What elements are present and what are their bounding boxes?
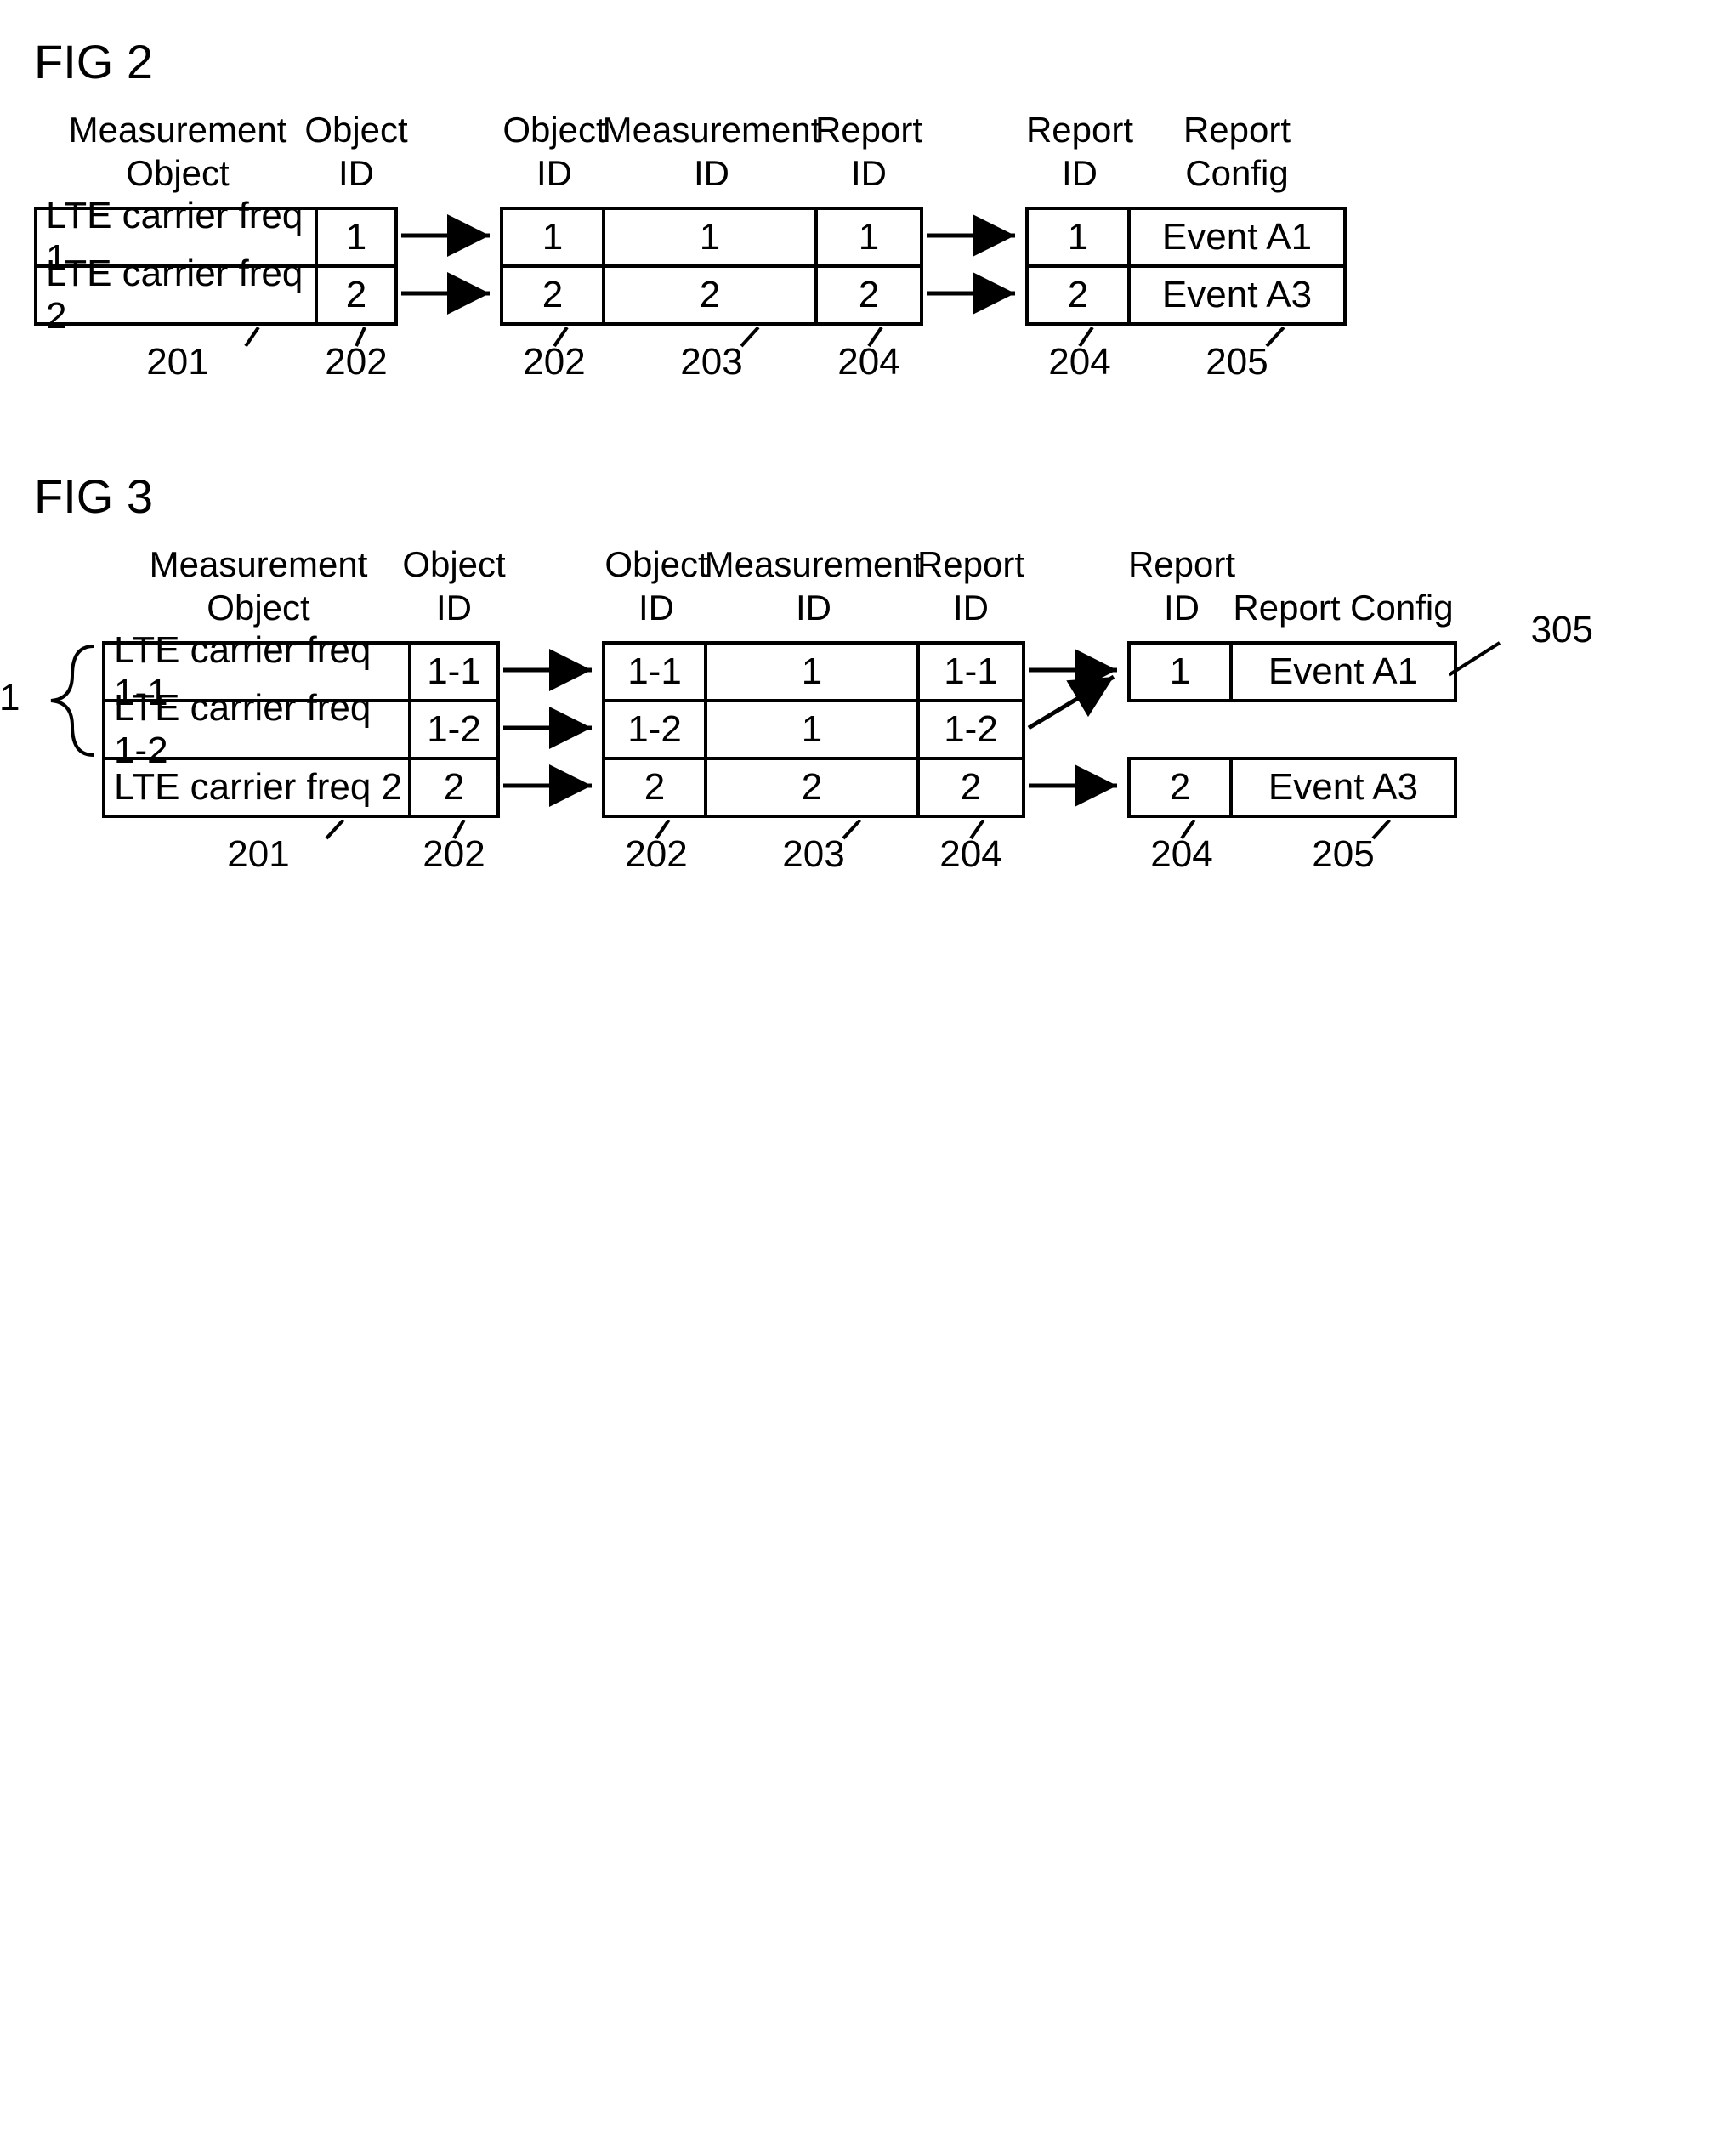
header-report-config: Report Config	[1233, 587, 1454, 634]
ref-label: 201	[105, 833, 411, 876]
cell: Event A1	[1131, 210, 1343, 264]
cell: 1	[1029, 210, 1131, 264]
ref-label: 205	[1233, 833, 1454, 876]
ref-label: 203	[605, 341, 818, 383]
cell: 1-1	[411, 645, 496, 699]
brace-icon	[43, 641, 102, 760]
cell: 1-2	[920, 702, 1022, 757]
fig3-table3b: 2 Event A3	[1127, 757, 1457, 818]
cell: 2	[1131, 760, 1233, 815]
header-report-id: Report ID	[1131, 543, 1233, 634]
ref-label: 202	[605, 833, 707, 876]
fig3-title: FIG 3	[34, 469, 1702, 524]
header-measurement-id: Measurement ID	[707, 543, 920, 634]
cell: 1	[707, 702, 920, 757]
figure-3: FIG 3 301 Measurement Object Object ID L…	[34, 469, 1702, 876]
cell: 1-2	[411, 702, 496, 757]
cell: 1-2	[605, 702, 707, 757]
header-object-id: Object ID	[503, 109, 605, 200]
fig3-diagram: 301 Measurement Object Object ID LTE car…	[102, 541, 1675, 876]
cell: 1	[707, 645, 920, 699]
gap	[1025, 541, 1127, 821]
cell: Event A3	[1233, 760, 1454, 815]
ref-label: 202	[503, 341, 605, 383]
fig2-table1: Measurement Object Object ID LTE carrier…	[34, 106, 398, 383]
ref-label: 204	[920, 833, 1022, 876]
ref-label: 202	[411, 833, 496, 876]
side-label: 305	[1531, 609, 1593, 651]
header-report-id: Report ID	[920, 543, 1022, 634]
ref-label: 204	[1029, 341, 1131, 383]
fig3-table3: Report ID Report Config 1 Event A1 2 Eve…	[1127, 541, 1457, 876]
cell: 2	[920, 760, 1022, 815]
header-measurement-object: Measurement Object	[105, 543, 411, 634]
cell: Event A3	[1131, 268, 1343, 322]
cell: Event A1	[1233, 645, 1454, 699]
ref-label: 201	[37, 341, 318, 383]
ref-label: 204	[1131, 833, 1233, 876]
ref-label: 203	[707, 833, 920, 876]
ref-label: 205	[1131, 341, 1343, 383]
cell: 1-1	[920, 645, 1022, 699]
fig3-table2: Object ID Measurement ID Report ID 1-1 1…	[602, 541, 1025, 876]
ref-label: 202	[318, 341, 394, 383]
header-report-id: Report ID	[1029, 109, 1131, 200]
gap	[500, 541, 602, 821]
header-report-config: Report Config	[1131, 109, 1343, 200]
figure-2: FIG 2 Measurement Object Object ID LTE c…	[34, 34, 1702, 383]
fig2-table3: Report ID Report Config 1 Event A1 2 Eve…	[1025, 106, 1347, 383]
fig3-table1: Measurement Object Object ID LTE carrier…	[102, 541, 500, 876]
gap	[923, 106, 1025, 319]
cell: 2	[605, 760, 707, 815]
cell: 2	[411, 760, 496, 815]
cell: 1	[605, 210, 818, 264]
cell: 2	[318, 268, 394, 322]
header-object-id: Object ID	[411, 543, 496, 634]
header-object-id: Object ID	[605, 543, 707, 634]
header-object-id: Object ID	[318, 109, 394, 200]
cell: 1	[1131, 645, 1233, 699]
cell: 2	[605, 268, 818, 322]
gap	[398, 106, 500, 319]
cell: 2	[818, 268, 920, 322]
cell: 1	[503, 210, 605, 264]
cell: 2	[707, 760, 920, 815]
cell: LTE carrier freq 2	[37, 268, 318, 322]
cell: LTE carrier freq 2	[105, 760, 411, 815]
fig3-table3a: 1 Event A1	[1127, 641, 1457, 702]
header-report-id: Report ID	[818, 109, 920, 200]
header-measurement-object: Measurement Object	[37, 109, 318, 200]
cell: 1	[818, 210, 920, 264]
fig2-diagram: Measurement Object Object ID LTE carrier…	[34, 106, 1564, 383]
cell: 1	[318, 210, 394, 264]
ref-label: 204	[818, 341, 920, 383]
cell: LTE carrier freq 1-2	[105, 702, 411, 757]
leader-line	[1449, 634, 1517, 685]
cell: 2	[1029, 268, 1131, 322]
fig2-table2: Object ID Measurement ID Report ID 1 1 1…	[500, 106, 923, 383]
cell: 1-1	[605, 645, 707, 699]
fig2-title: FIG 2	[34, 34, 1702, 89]
header-measurement-id: Measurement ID	[605, 109, 818, 200]
cell: 2	[503, 268, 605, 322]
brace-label: 301	[0, 677, 20, 719]
